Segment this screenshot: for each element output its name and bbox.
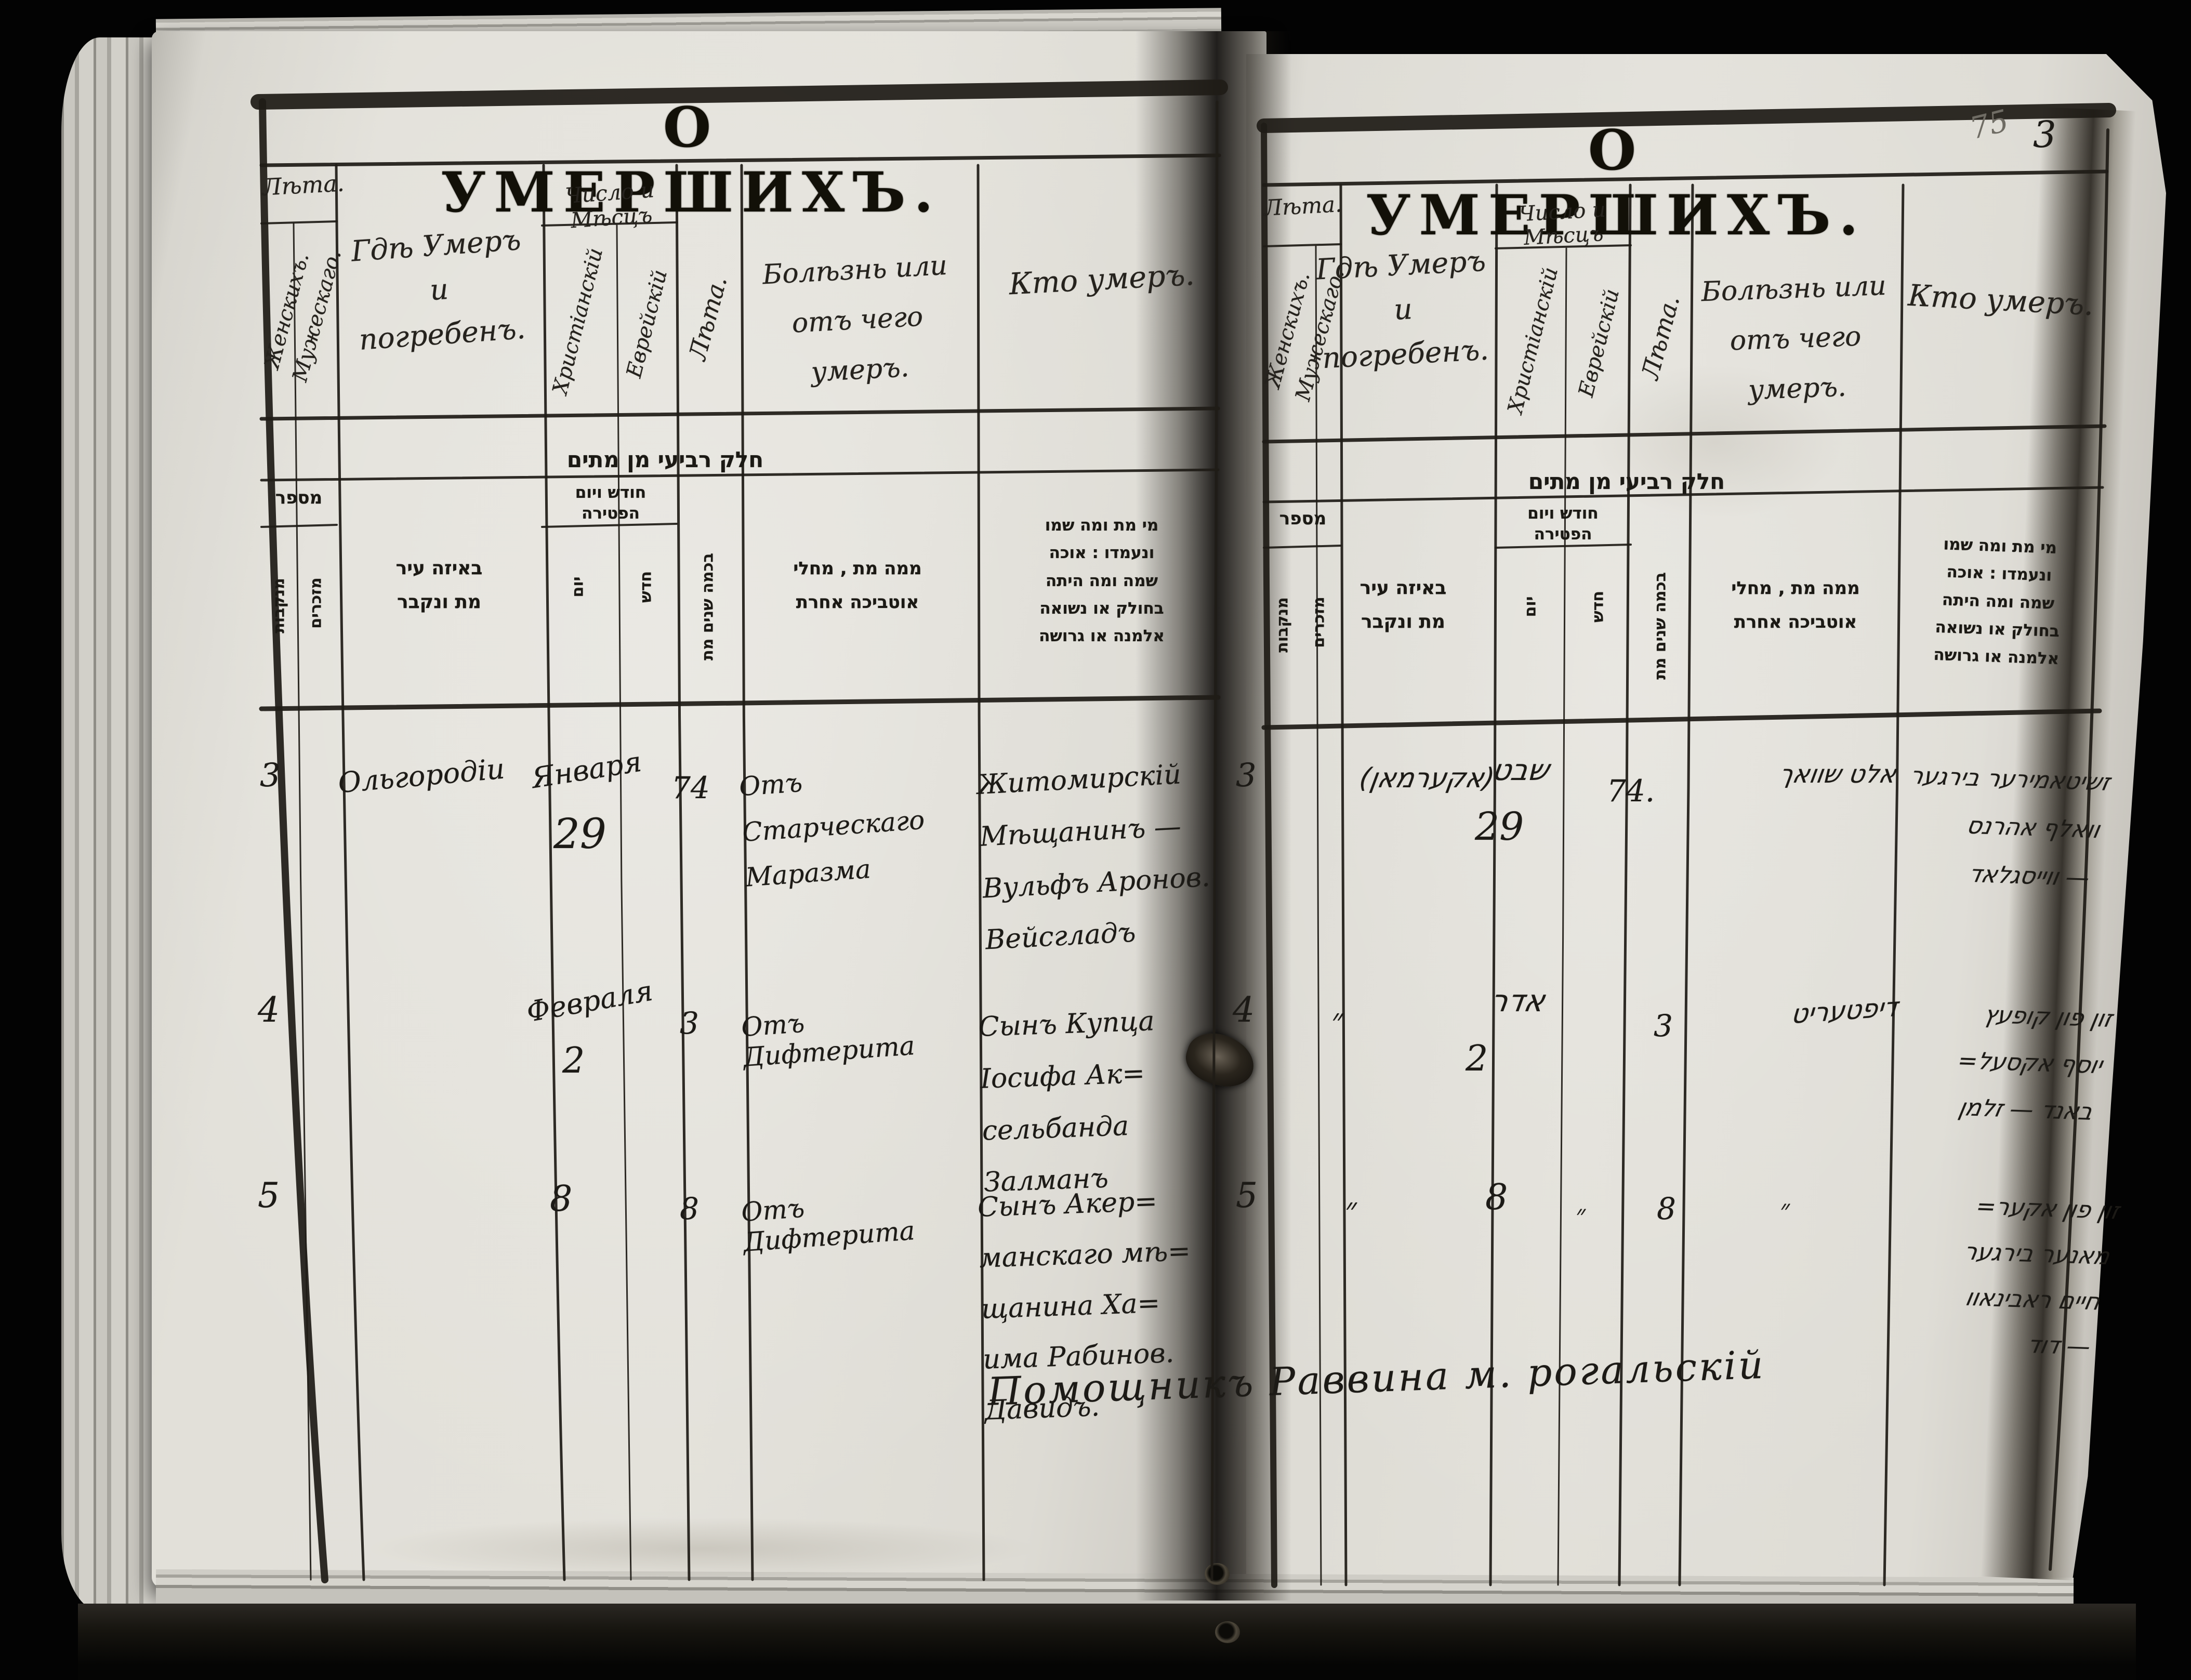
entry-ditto: ״ — [1331, 1002, 1343, 1038]
entry-who: זון פון קופעץ יוסף אקסעל= באנד — זלמן — [1955, 1000, 2115, 1126]
entry-day: 8 — [1485, 1177, 1508, 1218]
entry-who: Житомирскій Мѣщанинъ — Вульфъ Аронов. Ве… — [976, 759, 1211, 957]
hebrew-header-date: חודש ויום הפטירה — [1527, 504, 1599, 544]
entry-month: אדר — [1487, 983, 1548, 1018]
col-header-count: Лѣта. — [1263, 191, 1343, 221]
binding-hole — [1215, 1621, 1240, 1643]
entry-day: 29 — [553, 810, 606, 858]
hebrew-header-number: מספר — [1279, 508, 1327, 529]
hebrew-header-cause: ממה מת , מחלי אוטביכה אחרת — [793, 558, 922, 613]
hebrew-header-number: מספר — [275, 487, 323, 508]
col-header-where: Гдѣ Умеръ и погребенъ. — [350, 222, 527, 356]
entry-who: זשיטאמירער בירגער וואלף אהרנס — ווייסגלא… — [1907, 761, 2113, 892]
page-number: 3 — [2033, 113, 2056, 156]
hebrew-header-males: מזכרים — [307, 577, 325, 629]
hebrew-header-where: באיזה עיר מת ונקבר — [1360, 577, 1447, 632]
hebrew-section-title: חלק רביעי מן מתים — [566, 447, 764, 472]
entry-who: זון פון אקער= מאנער בירגער חיים ראבינאוו… — [1961, 1192, 2122, 1361]
table-surface-shadow — [78, 1604, 2136, 1680]
hebrew-header-month: חדש — [1589, 591, 1607, 623]
hebrew-header-month: חדש — [637, 571, 655, 603]
entry-day: 2 — [1466, 1038, 1488, 1079]
hebrew-header-day: יום — [1521, 596, 1540, 617]
entry-day: 2 — [562, 1040, 585, 1081]
entry-day: 8 — [550, 1179, 573, 1220]
hebrew-header-day: יום — [569, 576, 587, 598]
entry-number: 5 — [1236, 1175, 1258, 1215]
entry-month: שבט — [1489, 753, 1552, 787]
entry-age: 74. — [1607, 773, 1655, 809]
col-header-cause: Болѣзнь или отъ чего умеръ. — [761, 249, 948, 389]
page-title: О УМЕРШИХЪ. — [1366, 117, 1867, 247]
col-header-where: Гдѣ Умеръ и погребенъ. — [1315, 244, 1490, 375]
entry-age: 74 — [671, 770, 710, 805]
entry-age: 8 — [1657, 1191, 1676, 1226]
col-header-date: Число и Мѣсцъ — [1518, 197, 1606, 250]
page-title: О УМЕРШИХЪ. — [441, 95, 942, 224]
hebrew-header-cause: ממה מת , מחלי אוטביכה אחרת — [1731, 578, 1860, 632]
hebrew-header-who: מי מת ומה שמו ונעמדו : אוכה שמה ומה היתה… — [1933, 535, 2060, 669]
paper-stain — [364, 1517, 1039, 1580]
entry-age: 3 — [1654, 1008, 1673, 1043]
entry-age: 3 — [680, 1006, 699, 1041]
entry-ditto: ״ — [1576, 1199, 1586, 1229]
entry-age: 8 — [680, 1191, 699, 1226]
entry-cause: אלט שוואך — [1777, 760, 1898, 789]
entry-cause: ״ — [1780, 1194, 1790, 1224]
entry-number: 3 — [260, 756, 281, 794]
col-header-count: Лѣта. — [261, 170, 345, 201]
entry-number: 4 — [258, 990, 280, 1030]
entry-ditto: ״ — [1345, 1191, 1357, 1227]
hebrew-header-date: חודש ויום הפטירה — [575, 483, 646, 523]
binding-hole — [1205, 1563, 1230, 1585]
entry-day: 29 — [1475, 804, 1524, 849]
entry-cause: Отъ Старческаго Маразма — [738, 767, 926, 893]
hebrew-header-females: מנקבות — [1273, 597, 1292, 653]
hebrew-section-title: חלק רביעי מן מתים — [1528, 469, 1725, 494]
hebrew-header-age: בכמה שנים מת — [1651, 572, 1670, 680]
page-stack-left-edge — [61, 37, 157, 1612]
hebrew-header-where: באיזה עיר מת ונקבר — [395, 558, 483, 613]
entry-number: 5 — [258, 1175, 280, 1215]
hebrew-header-age: בכמה שנים מת — [698, 553, 717, 660]
entry-number: 3 — [1236, 756, 1257, 794]
entry-number: 4 — [1233, 990, 1255, 1030]
col-header-cause: Болѣзнь или отъ чего умеръ. — [1700, 270, 1887, 406]
hebrew-header-females: מנקבות — [270, 578, 288, 633]
col-header-date: Число и Мѣсцъ — [564, 177, 655, 233]
hebrew-header-who: מי מת ומה שמו ונעמדו : אוכה שמה ומה היתה… — [1039, 516, 1165, 646]
